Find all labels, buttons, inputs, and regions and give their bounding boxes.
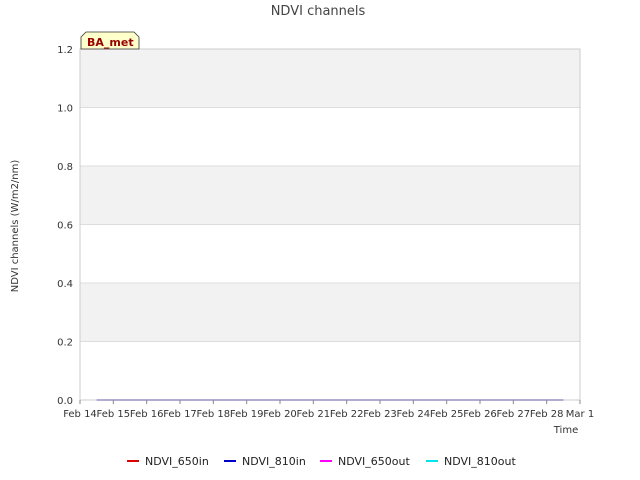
grid-band [80, 49, 580, 108]
y-tick-label: 1.2 [57, 45, 73, 56]
x-tick-label: Feb 19 [230, 409, 264, 420]
x-tick-label: Feb 24 [397, 409, 431, 420]
plot-border [79, 48, 581, 401]
x-tick-label: Mar 1 [566, 409, 594, 420]
x-tick-label: Feb 16 [130, 409, 164, 420]
y-tick-label: 0.6 [57, 221, 73, 232]
grid-band [80, 166, 580, 225]
x-tick-label: Feb 17 [163, 409, 197, 420]
grid-band [80, 283, 580, 342]
chart-title: NDVI channels [271, 4, 366, 19]
y-tick-label: 1.0 [57, 104, 73, 115]
y-tick-label: 0.0 [57, 396, 73, 407]
legend: NDVI_650in NDVI_810in NDVI_650out NDVI_810o… [127, 455, 516, 468]
x-tick-label: Feb 15 [97, 409, 131, 420]
legend-label: NDVI_810out [444, 455, 516, 468]
x-axis-title: Time [553, 425, 578, 436]
x-tick-label: Feb 25 [430, 409, 464, 420]
x-tick-label: Feb 27 [497, 409, 531, 420]
x-tick-label: Feb 21 [297, 409, 331, 420]
site-badge-box [80, 31, 140, 50]
site-badge-label: BA_met [87, 36, 134, 49]
site-badge: BA_met [80, 31, 140, 50]
x-tick-label: Feb 22 [330, 409, 364, 420]
y-tick-label: 0.2 [57, 338, 73, 349]
y-axis-title: NDVI channels (W/m2/nm) [10, 160, 21, 293]
x-tick-label: Feb 23 [363, 409, 397, 420]
legend-label: NDVI_650out [338, 455, 410, 468]
legend-label: NDVI_810in [242, 455, 306, 468]
legend-label: NDVI_650in [145, 455, 209, 468]
x-tick-label: Feb 14 [63, 409, 97, 420]
y-tick-label: 0.8 [57, 162, 73, 173]
x-tick-label: Feb 20 [263, 409, 297, 420]
x-tick-label: Feb 18 [197, 409, 231, 420]
y-tick-label: 0.4 [57, 279, 73, 290]
x-tick-label: Feb 26 [463, 409, 497, 420]
x-tick-label: Feb 28 [530, 409, 564, 420]
